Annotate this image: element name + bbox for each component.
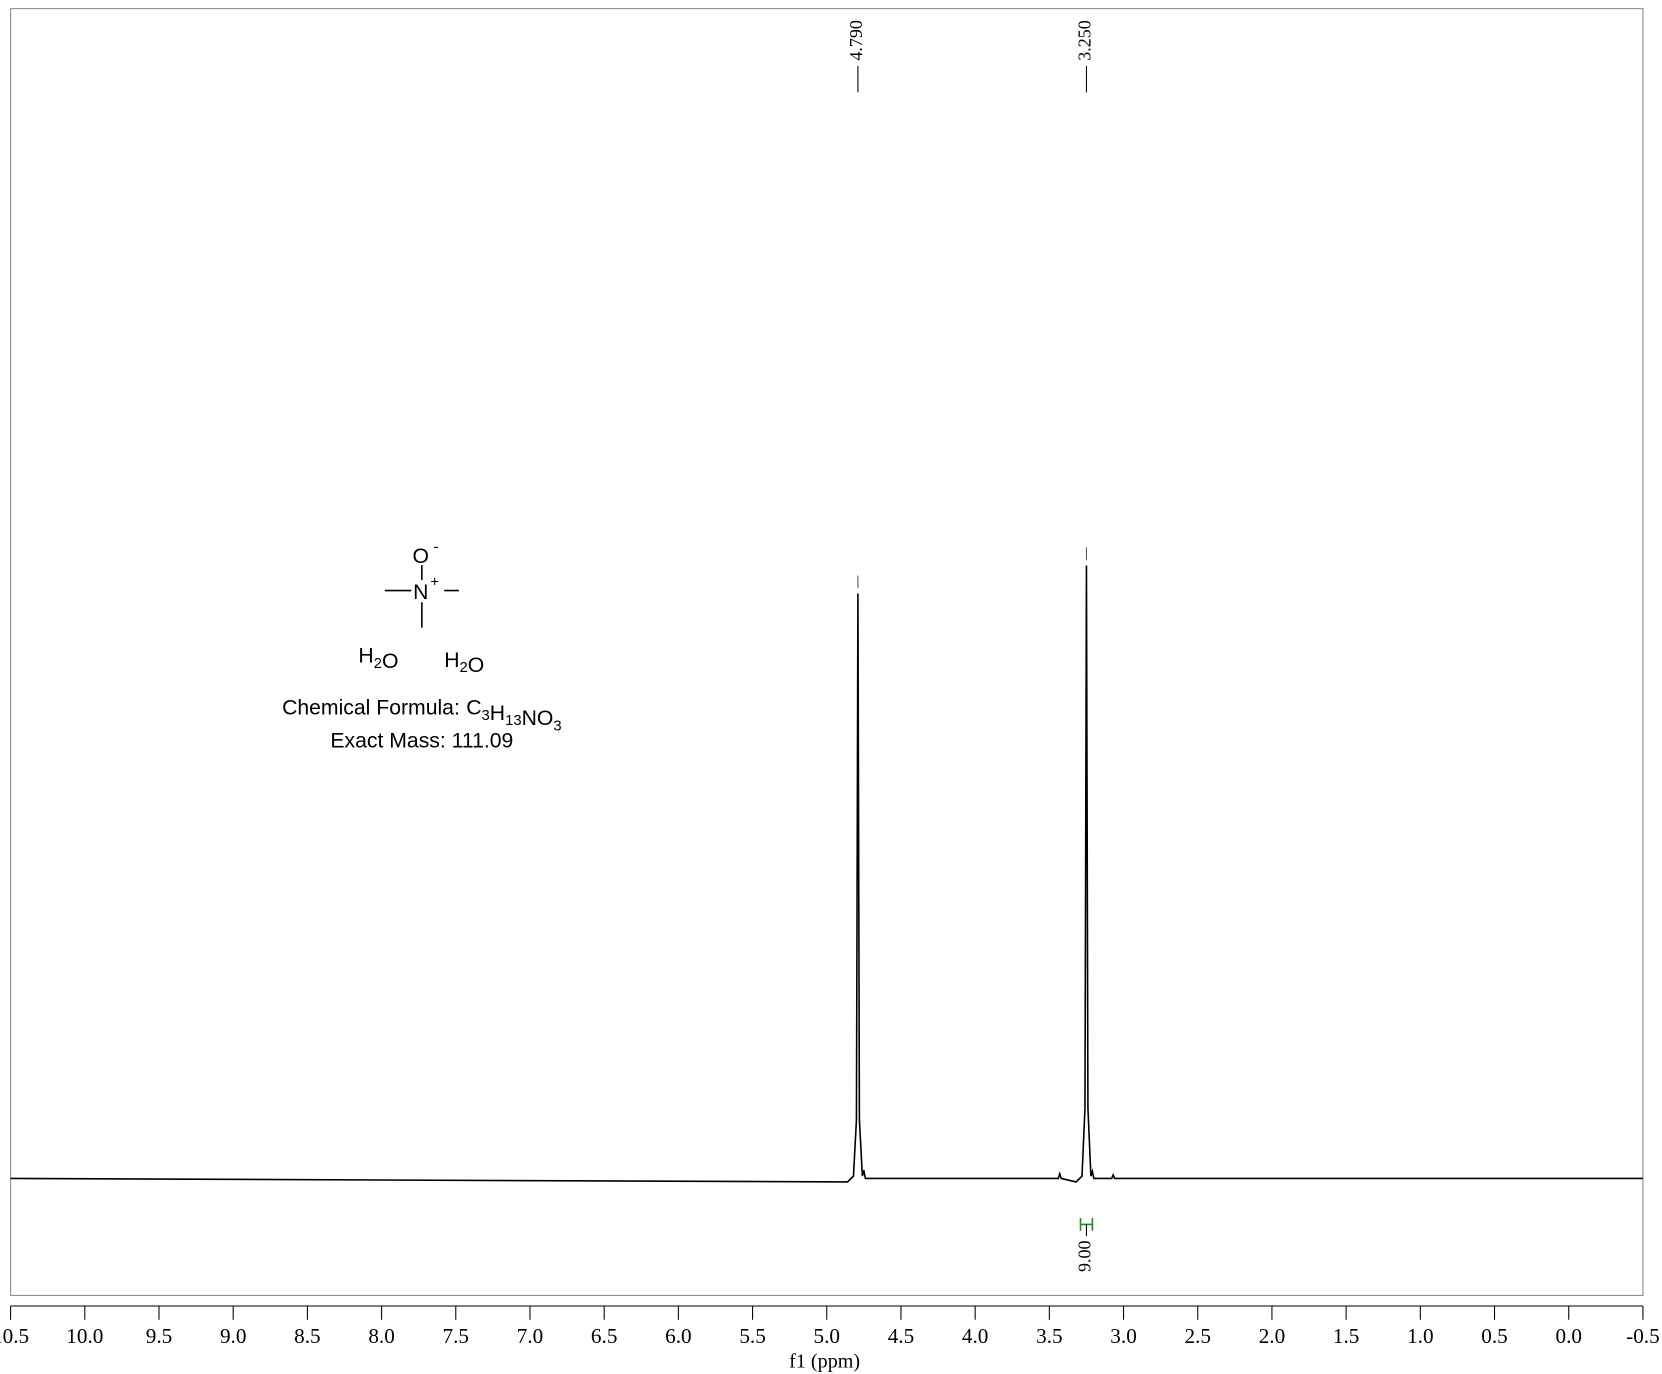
x-tick-label: 4.0 xyxy=(962,1324,988,1348)
x-tick-label: 5.5 xyxy=(739,1324,765,1348)
element: O xyxy=(537,707,553,730)
atom: O xyxy=(413,545,429,568)
x-tick-label: 10.0 xyxy=(66,1324,103,1348)
x-tick-label: 9.5 xyxy=(146,1324,172,1348)
text-part: O xyxy=(382,650,398,673)
text-part: H xyxy=(444,649,459,672)
spectrum-line xyxy=(10,565,1643,1183)
x-tick-label: -0.5 xyxy=(1626,1324,1660,1348)
element: C xyxy=(466,697,481,720)
x-tick-label: 2.5 xyxy=(1185,1324,1211,1348)
water: H2O xyxy=(444,649,484,677)
subscript: 3 xyxy=(553,718,561,734)
x-tick-label: 9.0 xyxy=(220,1324,246,1348)
x-tick-label: 10.5 xyxy=(0,1324,29,1348)
subscript: 3 xyxy=(482,708,490,724)
plot-frame xyxy=(10,8,1644,1296)
text-part: O xyxy=(468,654,484,677)
x-tick-label: 0.0 xyxy=(1555,1324,1581,1348)
subscript: 2 xyxy=(460,660,468,676)
water: H2O xyxy=(358,645,398,673)
peak-label: 3.250 xyxy=(1075,20,1095,61)
x-tick-label: 1.5 xyxy=(1333,1324,1359,1348)
element: N xyxy=(522,707,537,730)
x-tick-label: 3.0 xyxy=(1110,1324,1136,1348)
x-tick-label: 6.0 xyxy=(665,1324,691,1348)
charge: - xyxy=(434,539,439,555)
peak-label: 4.790 xyxy=(846,20,866,61)
formula-prefix: Chemical Formula: xyxy=(282,697,460,720)
x-tick-label: 1.0 xyxy=(1407,1324,1433,1348)
subscript: 2 xyxy=(374,656,382,672)
text-part: H xyxy=(358,645,373,668)
x-tick-label: 2.0 xyxy=(1259,1324,1285,1348)
x-tick-label: 0.5 xyxy=(1481,1324,1507,1348)
atom: N xyxy=(413,581,428,604)
x-tick-label: 4.5 xyxy=(888,1324,914,1348)
x-tick-label: 6.5 xyxy=(591,1324,617,1348)
x-tick-label: 8.0 xyxy=(368,1324,394,1348)
x-tick-label: 8.5 xyxy=(294,1324,320,1348)
x-tick-label: 3.5 xyxy=(1036,1324,1062,1348)
x-tick-label: 5.0 xyxy=(814,1324,840,1348)
charge: + xyxy=(430,574,439,590)
element: H xyxy=(490,702,505,725)
exact-mass: Exact Mass: 111.09 xyxy=(330,729,513,752)
x-axis-label: f1 (ppm) xyxy=(789,1350,860,1372)
x-tick-label: 7.5 xyxy=(443,1324,469,1348)
x-tick-label: 7.0 xyxy=(517,1324,543,1348)
formula: Chemical Formula: C3H13NO3 xyxy=(282,697,562,735)
subscript: 13 xyxy=(505,713,522,729)
integral-label: 9.00 xyxy=(1075,1240,1095,1272)
